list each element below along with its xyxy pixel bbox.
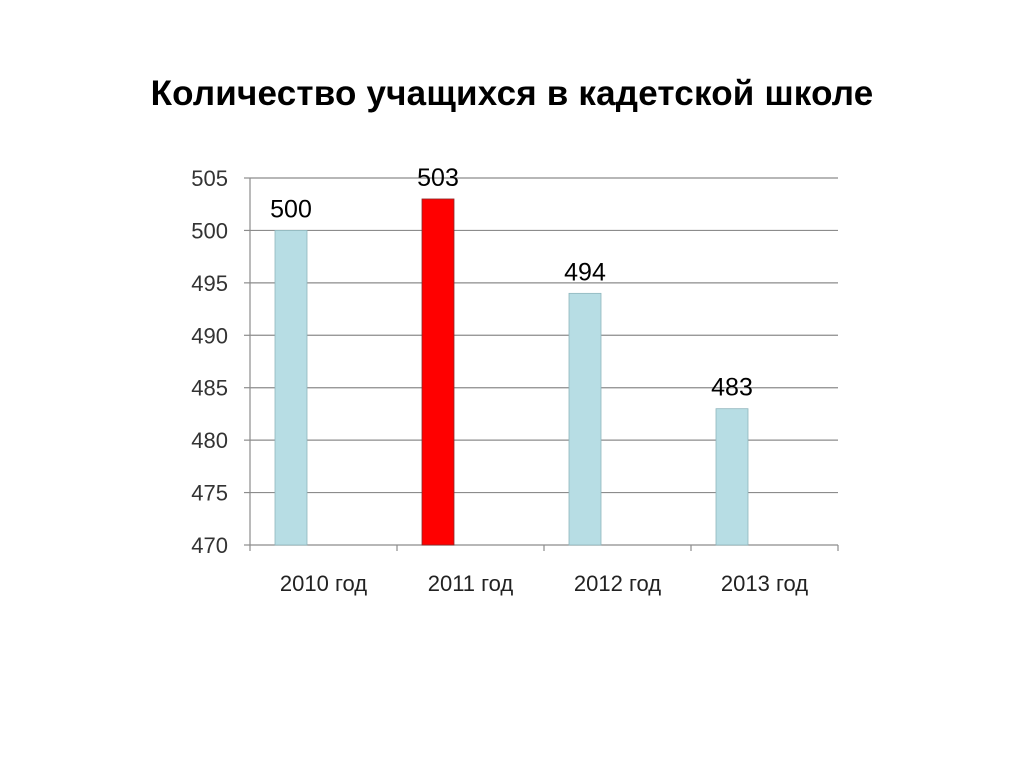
category-label: 2013 год [721, 571, 808, 596]
y-tick-label: 485 [191, 376, 228, 401]
y-tick-label: 475 [191, 481, 228, 506]
category-label: 2010 год [280, 571, 367, 596]
y-tick-label: 490 [191, 323, 228, 348]
page-title: Количество учащихся в кадетской школе [150, 74, 874, 113]
y-tick-label: 480 [191, 428, 228, 453]
bars [274, 198, 749, 546]
data-label: 494 [564, 258, 606, 286]
axes [244, 177, 839, 551]
data-label: 503 [417, 164, 459, 192]
y-tick-label: 470 [191, 533, 228, 558]
y-tick-label: 505 [191, 166, 228, 191]
grid-lines [250, 177, 838, 494]
bar-2012-год [568, 292, 602, 546]
y-tick-label: 500 [191, 218, 228, 243]
data-label: 500 [270, 195, 312, 223]
y-tick-label: 495 [191, 271, 228, 296]
data-label: 483 [711, 374, 753, 402]
y-tick-labels: 470 475 480 485 490 495 500 505 [191, 166, 228, 558]
category-label: 2011 год [428, 571, 514, 596]
data-labels: 500 503 494 483 [270, 164, 753, 402]
category-labels: 2010 год 2011 год 2012 год 2013 год [280, 571, 808, 596]
category-label: 2012 год [574, 571, 661, 596]
bar-2011-год [421, 198, 455, 546]
bar-2013-год [715, 408, 749, 546]
bar-2010-год [274, 230, 308, 546]
